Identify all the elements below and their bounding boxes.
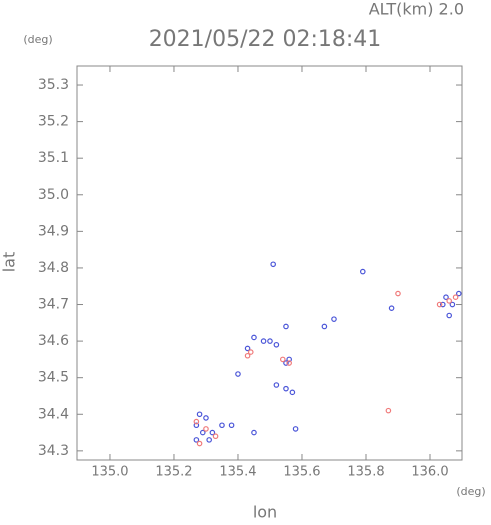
echo-point xyxy=(359,268,366,275)
echo-point xyxy=(212,433,219,440)
echo-point xyxy=(452,294,459,301)
x-tick-label: 135.6 xyxy=(283,465,320,480)
echo-point xyxy=(199,429,206,436)
y-tick-label: 34.3 xyxy=(38,443,69,459)
echo-point xyxy=(244,352,251,359)
echo-point xyxy=(283,385,289,392)
echo-point xyxy=(193,437,200,443)
echo-point xyxy=(279,356,286,363)
echo-point xyxy=(436,301,443,308)
echo-point xyxy=(283,360,289,366)
x-tick-label: 135.2 xyxy=(155,465,192,480)
echo-point xyxy=(443,294,449,301)
chart-title: 2021/05/22 02:18:41 xyxy=(149,27,382,52)
echo-point xyxy=(321,323,328,330)
echo-point xyxy=(244,345,251,352)
x-tick-label: 136.0 xyxy=(411,465,448,480)
x-unit: (deg) xyxy=(456,485,485,498)
y-tick-label: 34.4 xyxy=(38,406,69,422)
x-tick-label: 135.8 xyxy=(347,465,384,480)
echo-point xyxy=(193,422,200,429)
y-tick-label: 35.3 xyxy=(38,77,69,93)
echo-point xyxy=(267,338,273,344)
echo-point xyxy=(455,290,462,297)
echo-point xyxy=(289,389,296,396)
echo-point xyxy=(247,349,254,355)
y-tick-label: 34.6 xyxy=(38,333,69,349)
echo-point xyxy=(439,301,446,308)
y-tick-label: 34.9 xyxy=(38,223,69,239)
echo-point xyxy=(283,323,289,330)
echo-point xyxy=(203,426,209,432)
echo-point xyxy=(446,312,452,319)
echo-point xyxy=(286,360,292,366)
echo-point xyxy=(388,305,395,311)
echo-point xyxy=(273,382,280,388)
echo-point xyxy=(292,426,299,432)
echo-point xyxy=(286,356,292,363)
echo-point xyxy=(395,290,401,297)
y-tick-label: 35.2 xyxy=(38,114,69,130)
y-tick-label: 34.8 xyxy=(38,260,69,276)
echo-point xyxy=(235,371,241,377)
echo-point xyxy=(449,301,456,308)
echo-point xyxy=(446,298,452,304)
y-tick-label: 35.0 xyxy=(38,187,69,203)
echo-point xyxy=(206,437,212,443)
echo-point xyxy=(209,429,216,436)
echo-point xyxy=(273,341,280,348)
echo-point xyxy=(260,338,267,344)
altitude-label: ALT(km) 2.0 xyxy=(369,0,464,19)
y-unit: (deg) xyxy=(23,33,52,46)
echo-point xyxy=(385,407,392,414)
y-tick-label: 35.1 xyxy=(38,150,69,166)
y-axis-label: lat xyxy=(0,252,19,273)
x-axis-label: lon xyxy=(253,503,277,522)
x-tick-label: 135.0 xyxy=(91,465,128,480)
echo-point xyxy=(203,415,209,421)
echo-point xyxy=(251,334,257,341)
echo-point xyxy=(251,429,257,436)
echo-point xyxy=(331,316,337,322)
echo-point xyxy=(270,261,276,268)
x-tick-label: 135.4 xyxy=(219,465,256,480)
echo-point xyxy=(228,422,235,429)
y-tick-label: 34.5 xyxy=(38,370,69,386)
plot-frame xyxy=(76,65,463,461)
echo-point xyxy=(219,422,225,429)
y-tick-label: 34.7 xyxy=(38,297,69,313)
echo-point xyxy=(196,411,203,418)
echo-point xyxy=(193,418,200,425)
echo-point xyxy=(196,440,203,447)
